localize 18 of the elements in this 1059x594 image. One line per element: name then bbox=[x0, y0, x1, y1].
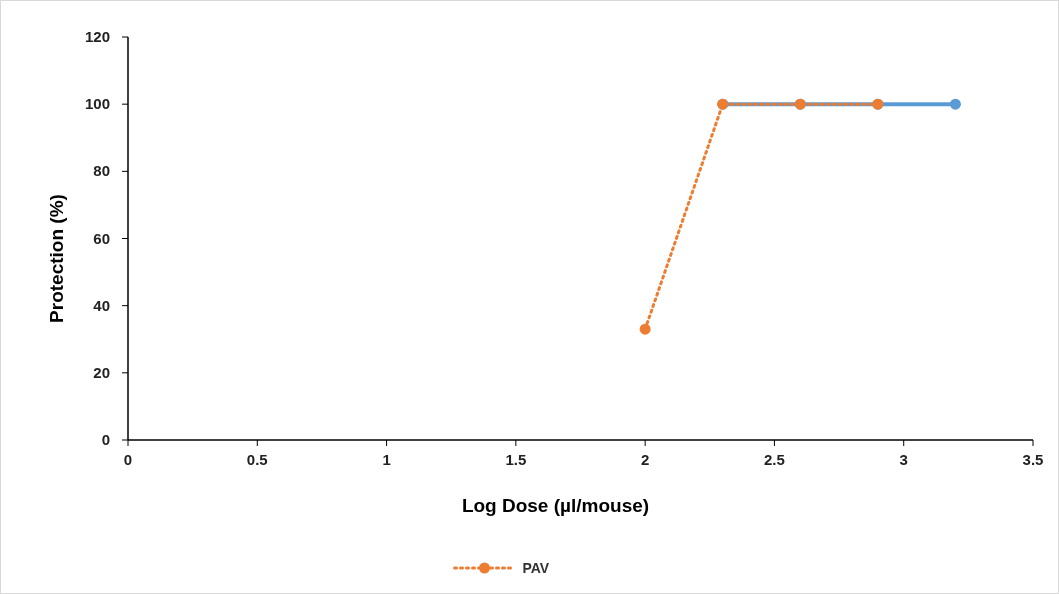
x-tick-label: 0 bbox=[123, 451, 133, 468]
y-tick-label: 40 bbox=[93, 296, 110, 314]
x-tick-label: 3.5 bbox=[1022, 451, 1044, 468]
y-tick-label: 80 bbox=[93, 162, 110, 180]
y-tick-label: 20 bbox=[93, 363, 110, 381]
x-tick-label: 0.5 bbox=[246, 451, 268, 468]
y-tick-label: 120 bbox=[84, 28, 110, 45]
x-tick-label: 1 bbox=[382, 451, 391, 468]
x-tick-label: 2.5 bbox=[764, 451, 785, 468]
x-axis-title: Log Dose (µl/mouse) bbox=[461, 495, 650, 516]
x-tick-label: 1.5 bbox=[505, 451, 527, 468]
y-axis-title: Protection (%) bbox=[46, 194, 67, 323]
legend-label: PAV bbox=[522, 560, 550, 576]
y-tick-label: 0 bbox=[101, 431, 110, 448]
x-tick-label: 3 bbox=[899, 451, 908, 468]
y-tick-label: 60 bbox=[93, 229, 110, 247]
x-tick-label: 2 bbox=[640, 451, 650, 468]
y-tick-label: 100 bbox=[84, 95, 110, 113]
